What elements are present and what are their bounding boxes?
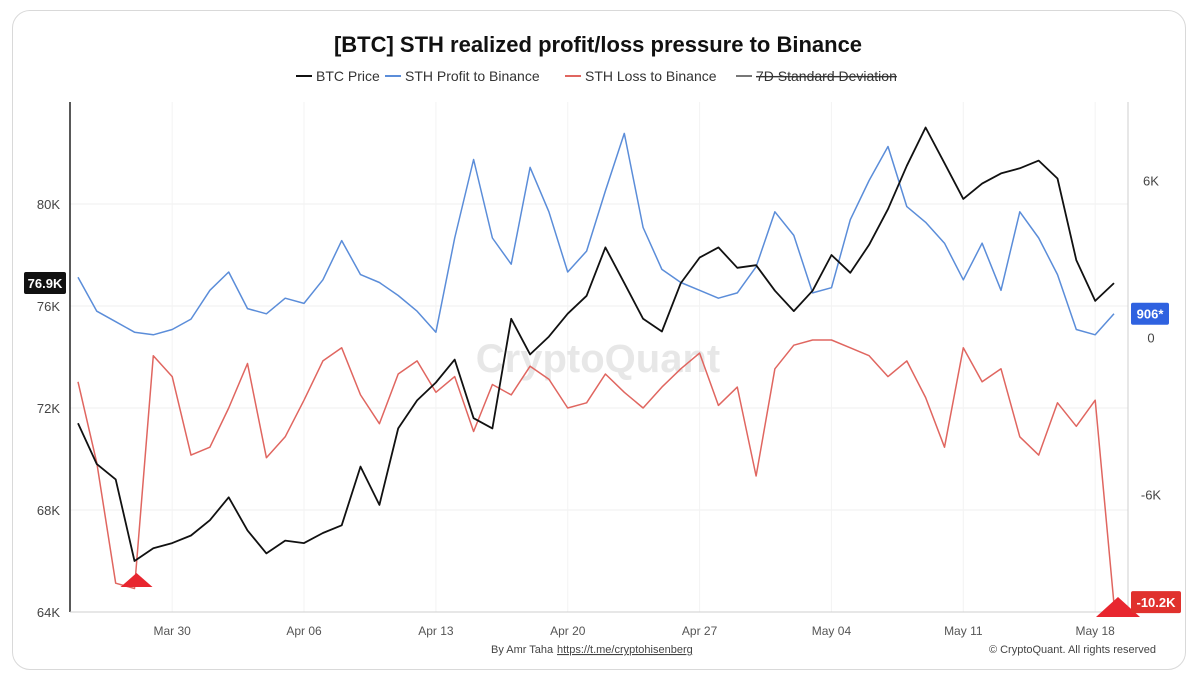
chart-title: [BTC] STH realized profit/loss pressure …: [334, 32, 862, 57]
y-right-tick-label: 6K: [1143, 173, 1159, 188]
price-current-badge: 76.9K: [28, 276, 63, 291]
x-tick-label: May 04: [812, 624, 852, 638]
warning-triangle-icon: [1096, 597, 1140, 617]
y-left-tick-label: 64K: [37, 605, 60, 620]
legend-item-label[interactable]: STH Loss to Binance: [585, 68, 717, 84]
series-line-sth-loss-to-binance[interactable]: [77, 339, 1115, 605]
x-tick-label: Mar 30: [154, 624, 192, 638]
y-left-tick-label: 80K: [37, 197, 60, 212]
y-left-tick-label: 76K: [37, 299, 60, 314]
x-tick-label: Apr 13: [418, 624, 454, 638]
footer-author: By Amr Taha: [491, 644, 554, 656]
profit-current-badge-bg: [1131, 302, 1169, 325]
legend[interactable]: BTC Price STH Profit to Binance STH Loss t…: [296, 68, 897, 84]
footer-copyright: © CryptoQuant. All rights reserved: [989, 644, 1156, 656]
y-right-tick-label: -6K: [1141, 487, 1162, 502]
series-line-btc-price[interactable]: [77, 126, 1115, 562]
x-tick-label: May 18: [1075, 624, 1115, 638]
legend-item-label[interactable]: BTC Price: [316, 68, 380, 84]
value-badges: 76.9K 906* -10.2K: [24, 272, 1181, 614]
footer-author-link[interactable]: https://t.me/cryptohisenberg: [557, 644, 693, 656]
x-tick-label: May 11: [944, 624, 983, 638]
series-group: [77, 126, 1115, 605]
price-current-badge-bg: [24, 272, 66, 295]
x-tick-label: Apr 20: [550, 624, 586, 638]
x-tick-label: Apr 27: [682, 624, 718, 638]
loss-current-badge: -10.2K: [1136, 595, 1176, 610]
y-left-tick-label: 68K: [37, 503, 60, 518]
chart-card: [12, 10, 1186, 670]
x-tick-label: Apr 06: [286, 624, 322, 638]
y-right-tick-label: 0: [1147, 330, 1154, 345]
axes: 64K 68K 72K 76K 80K -6K 0 6K Mar 30 Apr 06 Apr 13 A…: [37, 102, 1162, 638]
watermark: CryptoQuant: [476, 337, 720, 381]
profit-current-badge: 906*: [1137, 307, 1165, 322]
loss-current-badge-bg: [1131, 591, 1181, 614]
legend-item-label[interactable]: STH Profit to Binance: [405, 68, 540, 84]
markers: [120, 573, 1140, 617]
series-line-sth-profit-to-binance[interactable]: [77, 132, 1115, 336]
warning-triangle-icon: [120, 573, 153, 587]
y-left-tick-label: 72K: [37, 401, 60, 416]
legend-item-label[interactable]: 7D Standard Deviation: [756, 68, 897, 84]
